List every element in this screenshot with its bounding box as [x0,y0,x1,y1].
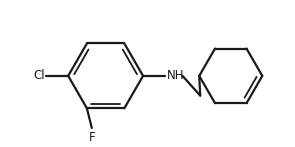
Text: Cl: Cl [33,69,45,82]
Text: NH: NH [167,69,184,82]
Text: F: F [88,131,95,144]
